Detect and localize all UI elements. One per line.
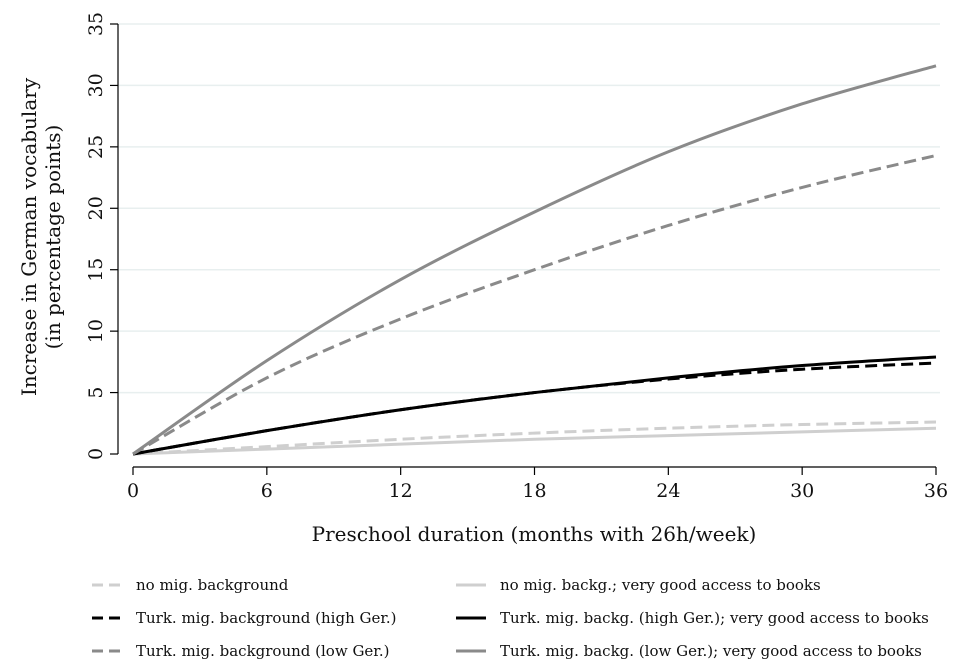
y-axis-title-line1: Increase in German vocabulary (17, 77, 41, 396)
y-tick-labels: 0 5 10 15 20 25 30 35 (85, 12, 118, 460)
series-line-6 (132, 64, 937, 456)
y-tick-label-15: 15 (85, 258, 107, 282)
x-tick-label-30: 30 (790, 480, 814, 502)
legend-label-5: Turk. mig. background (low Ger.) (136, 642, 389, 660)
gridlines (118, 23, 940, 394)
legend-label-3: Turk. mig. background (high Ger.) (136, 609, 397, 627)
y-tick-label-25: 25 (85, 135, 107, 159)
legend-label-4: Turk. mig. backg. (high Ger.); very good… (500, 609, 929, 627)
y-tick-label-0: 0 (85, 448, 107, 460)
x-tick-label-6: 6 (261, 480, 273, 502)
series-line-5 (132, 153, 937, 456)
x-tick-label-12: 12 (389, 480, 413, 502)
x-tick-label-36: 36 (924, 480, 948, 502)
x-tick-labels: 0 6 12 18 24 30 36 (127, 467, 948, 502)
series-line-4 (132, 355, 937, 456)
y-axis-title-line2: (in percentage points) (41, 125, 65, 350)
y-tick-label-10: 10 (85, 319, 107, 343)
x-tick-label-24: 24 (656, 480, 680, 502)
legend: no mig. background no mig. backg.; very g… (92, 576, 929, 660)
y-tick-label-20: 20 (85, 196, 107, 220)
series-lines (132, 64, 937, 456)
y-tick-label-30: 30 (85, 73, 107, 97)
series-line-2 (132, 426, 937, 456)
x-axis-title: Preschool duration (months with 26h/week… (312, 522, 757, 546)
legend-label-6: Turk. mig. backg. (low Ger.); very good … (500, 642, 922, 660)
legend-label-1: no mig. background (136, 576, 289, 594)
axes (117, 24, 936, 468)
x-tick-label-18: 18 (522, 480, 546, 502)
legend-label-2: no mig. backg.; very good access to book… (500, 576, 821, 594)
y-tick-label-5: 5 (85, 387, 107, 399)
y-tick-label-35: 35 (85, 12, 107, 36)
x-tick-label-0: 0 (127, 480, 139, 502)
series-line-1 (132, 420, 937, 456)
